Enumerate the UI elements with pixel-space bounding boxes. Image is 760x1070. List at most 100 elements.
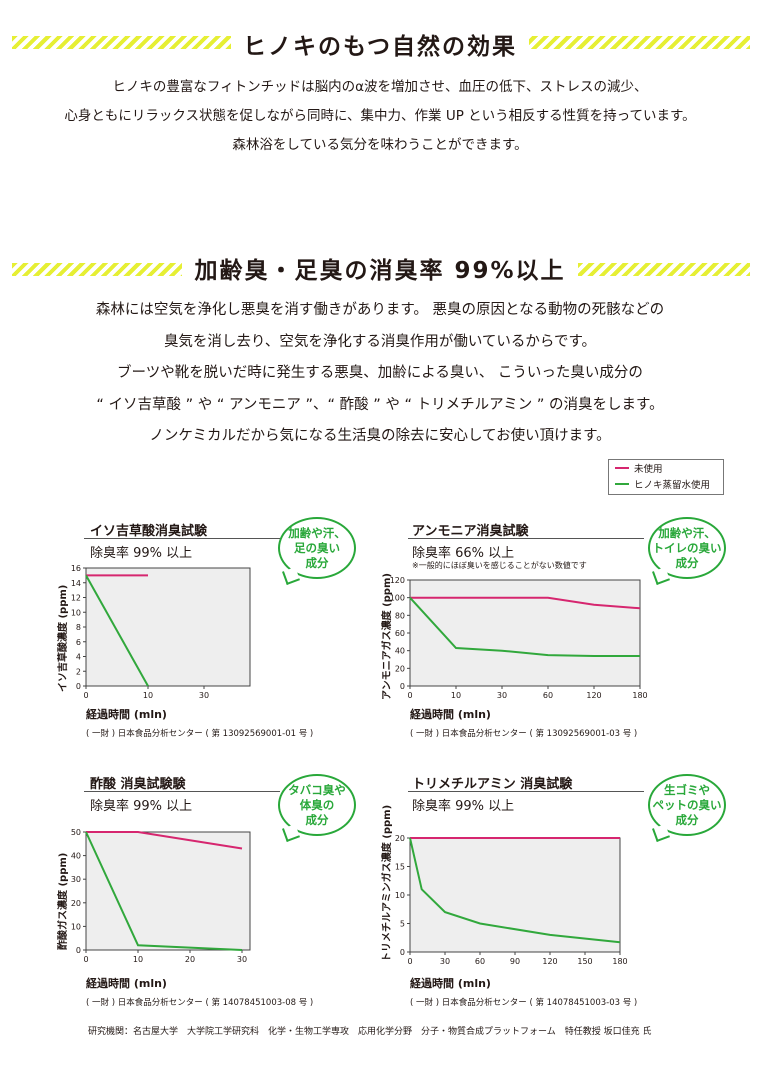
- y-tick-label: 40: [395, 647, 405, 656]
- x-tick-label: 30: [440, 957, 450, 966]
- legend-item: 未使用: [609, 460, 723, 476]
- y-tick-label: 80: [395, 611, 405, 620]
- x-tick-label: 60: [543, 691, 553, 700]
- chart-1: 0 2 4 6 8 10 12 14 16 0 10 30: [71, 564, 251, 700]
- y-tick-label: 16: [71, 564, 81, 573]
- x-tick-label: 0: [83, 955, 88, 964]
- y-tick-label: 10: [71, 922, 81, 931]
- chart-title: イソ吉草酸消臭試験: [90, 524, 208, 539]
- plot-area: [409, 579, 641, 687]
- series-line-hinoki: [85, 574, 149, 687]
- x-tick-label: 180: [632, 691, 647, 700]
- x-tick-label: 30: [237, 955, 247, 964]
- divider: [84, 791, 280, 792]
- source-citation: ( 一財 ) 日本食品分析センター ( 第 13092569001-01 号 ): [86, 729, 314, 739]
- divider: [84, 538, 280, 539]
- section2-text: 森林には空気を浄化し悪臭を消す働きがあります。 悪臭の原因となる動物の死骸などの…: [0, 295, 760, 453]
- chart-subtitle: 除臭率 99% 以上: [90, 799, 193, 814]
- y-tick-label: 40: [71, 852, 81, 861]
- y-tick-label: 20: [395, 834, 405, 843]
- x-tick-label: 0: [407, 957, 412, 966]
- legend-swatch: [615, 483, 629, 485]
- y-tick-label: 100: [390, 594, 405, 603]
- chart-2: 0 20 40 60 80 100 120 0 10 30 60 120 180: [390, 576, 648, 700]
- y-tick-label: 8: [76, 623, 81, 632]
- y-tick-label: 50: [71, 828, 81, 837]
- y-tick-label: 0: [400, 948, 405, 957]
- x-tick-label: 120: [542, 957, 557, 966]
- chart-subtitle: 除臭率 99% 以上: [90, 546, 193, 561]
- x-axis-label: 経過時間 (mln): [410, 708, 491, 721]
- legend-swatch: [615, 467, 629, 469]
- y-tick-label: 2: [76, 667, 81, 676]
- y-tick-label: 0: [76, 946, 81, 955]
- source-citation: ( 一財 ) 日本食品分析センター ( 第 14078451003-08 号 ): [86, 998, 314, 1008]
- x-axis-label: 経過時間 (mln): [410, 977, 491, 990]
- chart-4: 0 5 10 15 20 0 30 60 90 120 150 180: [395, 834, 628, 966]
- y-tick-label: 4: [76, 653, 81, 662]
- source-citation: ( 一財 ) 日本食品分析センター ( 第 13092569001-03 号 ): [410, 729, 638, 739]
- x-tick-label: 90: [510, 957, 520, 966]
- x-tick-label: 20: [185, 955, 195, 964]
- y-tick-label: 0: [400, 682, 405, 691]
- x-tick-label: 0: [407, 691, 412, 700]
- x-tick-label: 10: [133, 955, 143, 964]
- source-citation: ( 一財 ) 日本食品分析センター ( 第 14078451003-03 号 ): [410, 998, 638, 1008]
- y-tick-label: 0: [76, 682, 81, 691]
- section2-line: 臭気を消し去り、空気を浄化する消臭作用が働いているからです。: [163, 333, 597, 350]
- y-tick-label: 10: [71, 608, 81, 617]
- x-tick-label: 0: [83, 691, 88, 700]
- y-tick-label: 60: [395, 629, 405, 638]
- section1-line: 森林浴をしている気分を味わうことができます。: [232, 137, 528, 153]
- y-tick-label: 15: [395, 863, 405, 872]
- x-tick-label: 30: [199, 691, 209, 700]
- series-line-hinoki: [409, 837, 621, 944]
- section2-line: 森林には空気を浄化し悪臭を消す働きがあります。 悪臭の原因となる動物の死骸などの: [95, 302, 665, 318]
- section1-line: ヒノキの豊富なフィトンチッドは脳内のα波を増加させ、血圧の低下、ストレスの減少、: [112, 79, 648, 95]
- section2-line: “ イソ吉草酸 ” や “ アンモニア ”、“ 酢酸 ” や “ トリメチルアミ…: [96, 396, 664, 413]
- series-line-untreated: [410, 596, 641, 610]
- x-axis-label: 経過時間 (mln): [86, 977, 167, 990]
- divider: [408, 791, 644, 792]
- plot-area: [85, 567, 251, 687]
- chart-legend: 未使用 ヒノキ蒸留水使用: [608, 459, 724, 495]
- footer-credit: 研究機関：名古屋大学 大学院工学研究科 化学・生物工学専攻 応用化学分野 分子・…: [88, 1027, 652, 1037]
- plot-area: [409, 837, 621, 953]
- chart-subtitle: 除臭率 99% 以上: [412, 799, 515, 814]
- section2-line: ブーツや靴を脱いだ時に発生する悪臭、加齢による臭い、 こういった臭い成分の: [117, 365, 643, 381]
- x-tick-label: 120: [586, 691, 601, 700]
- x-tick-label: 10: [143, 691, 153, 700]
- series-line-hinoki: [85, 831, 243, 951]
- y-tick-label: 20: [71, 899, 81, 908]
- series-line-untreated: [86, 831, 243, 850]
- x-tick-label: 150: [577, 957, 592, 966]
- chart-title: トリメチルアミン 消臭試験: [412, 777, 573, 792]
- x-tick-label: 10: [451, 691, 461, 700]
- y-tick-label: 10: [395, 891, 405, 900]
- section1-text: ヒノキの豊富なフィトンチッドは脳内のα波を増加させ、血圧の低下、ストレスの減少、…: [0, 73, 760, 160]
- y-tick-label: 30: [71, 875, 81, 884]
- y-tick-label: 5: [400, 920, 405, 929]
- plot-area: [85, 831, 251, 951]
- section1-line: 心身ともにリラックス状態を促しながら同時に、集中力、作業 UP という相反する性…: [64, 108, 696, 124]
- x-tick-label: 30: [497, 691, 507, 700]
- y-tick-label: 12: [71, 594, 81, 603]
- y-tick-label: 120: [390, 576, 405, 585]
- y-tick-label: 6: [76, 638, 81, 647]
- y-tick-label: 20: [395, 664, 405, 673]
- chart-subtitle: 除臭率 66% 以上: [412, 546, 515, 561]
- section2-title: 加齢臭・足臭の消臭率 99%以上: [0, 251, 760, 285]
- legend-item: ヒノキ蒸留水使用: [609, 476, 723, 492]
- chart-title: アンモニア消臭試験: [412, 524, 529, 539]
- chart-3: 0 10 20 30 40 50 0 10 20 30: [71, 828, 251, 964]
- divider: [408, 538, 644, 539]
- section2-line: ノンケミカルだから気になる生活臭の除去に安心してお使い頂けます。: [149, 428, 611, 444]
- series-line-hinoki: [409, 597, 640, 657]
- y-tick-label: 14: [71, 579, 81, 588]
- section1-title: ヒノキのもつ自然の効果: [0, 27, 760, 61]
- x-tick-label: 60: [475, 957, 485, 966]
- chart-title: 酢酸 消臭試験験: [90, 777, 186, 792]
- x-axis-label: 経過時間 (mln): [86, 708, 167, 721]
- x-tick-label: 180: [612, 957, 627, 966]
- chart-note: ※一般的にほぼ臭いを感じることがない数値です: [412, 561, 587, 570]
